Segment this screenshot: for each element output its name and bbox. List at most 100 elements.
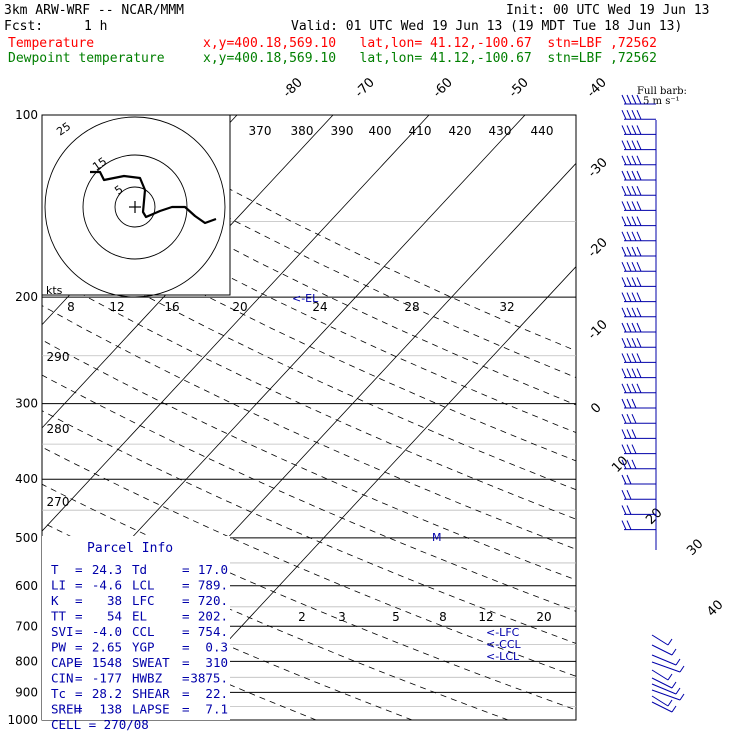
wind-barb-8 xyxy=(621,216,656,227)
wind-barb-flag-10-3 xyxy=(636,246,642,257)
low-wind-barb-2 xyxy=(651,654,677,666)
theta-label-270: 270 xyxy=(47,495,70,509)
isotherm-label--10: -10 xyxy=(585,317,611,343)
wind-barb-flag-15-2 xyxy=(631,322,637,333)
low-wind-barb-flag-9 xyxy=(671,705,677,713)
parcel-param2-value-9: 7.1 xyxy=(205,702,228,717)
dewpoint-location: x,y=400.18,569.10 lat,lon= 41.12,-100.67… xyxy=(203,51,657,66)
wind-barb-flag-1-1 xyxy=(626,109,632,120)
parcel-param2-value-0: 17.0 xyxy=(198,562,228,577)
low-wind-barb-flag-1 xyxy=(671,648,677,656)
low-wind-barb-flag-7 xyxy=(679,693,685,701)
temperature-location: x,y=400.18,569.10 lat,lon= 41.12,-100.67… xyxy=(203,36,657,51)
wind-barb-flag-13-0 xyxy=(621,292,627,302)
wind-barb-flag-12-1 xyxy=(626,277,632,287)
mixing-ratio-label-top-12: 12 xyxy=(109,300,124,314)
wind-barb-flag-21-2 xyxy=(631,413,637,424)
low-wind-barb-5 xyxy=(651,677,673,689)
low-wind-barb-flag-2 xyxy=(675,658,681,666)
low-wind-barb-flag-5 xyxy=(671,681,677,689)
wind-barb-flag-4-3 xyxy=(636,155,642,166)
isotherm-label--70: -70 xyxy=(352,75,378,101)
wind-barb-9 xyxy=(621,231,656,242)
wind-barb-flag-8-0 xyxy=(621,216,627,226)
mixing-ratio-label-bottom-3: 3 xyxy=(338,610,346,624)
wind-barb-flag-9-0 xyxy=(621,231,627,242)
parcel-param2-value-3: 202. xyxy=(198,609,228,624)
wind-barb-25 xyxy=(621,474,656,485)
wind-barb-flag-10-2 xyxy=(631,246,637,257)
isotherm-label--30: -30 xyxy=(585,155,611,181)
wind-barb-flag-4-2 xyxy=(631,155,637,166)
wind-barb-flag-6-2 xyxy=(631,185,637,196)
low-wind-barb-flag-4 xyxy=(667,673,673,681)
parcel-param2-name-0: Td xyxy=(132,562,147,577)
mixing-ratio-label-bottom-5: 5 xyxy=(392,610,400,624)
parcel-param-eq-5: = xyxy=(75,640,83,655)
parcel-param2-name-4: CCL xyxy=(132,624,155,639)
wind-barb-flag-8-3 xyxy=(636,216,642,226)
parcel-info-box xyxy=(42,536,230,720)
wind-barb-flag-12-3 xyxy=(636,277,642,287)
wind-barb-5 xyxy=(621,170,656,181)
wind-barb-flag-18-2 xyxy=(631,368,637,378)
mixing-ratio-label-top-32: 32 xyxy=(499,300,514,314)
wind-barb-18 xyxy=(621,368,656,379)
wind-barb-flag-10-1 xyxy=(626,246,632,257)
wind-barb-flag-11-2 xyxy=(631,261,637,272)
wind-barb-flag-12-2 xyxy=(631,277,637,287)
wind-barb-22 xyxy=(621,429,656,439)
parcel-param-eq-8: = xyxy=(75,686,83,701)
wind-barb-flag-12-0 xyxy=(621,277,627,287)
full-barb-note: Full barb: xyxy=(637,86,687,97)
wind-barb-flag-19-1 xyxy=(626,383,632,394)
wind-barb-flag-23-0 xyxy=(621,444,627,454)
parcel-param2-eq-8: = xyxy=(182,686,190,701)
pressure-label-300: 300 xyxy=(15,397,38,411)
wind-barb-15 xyxy=(621,322,656,333)
hodograph-ring-0 xyxy=(114,186,156,228)
parcel-param-name-0: T xyxy=(51,562,59,577)
low-wind-barb-3 xyxy=(651,661,681,673)
parcel-param2-name-6: SWEAT xyxy=(132,655,170,670)
mixing-ratio-label-top-24: 24 xyxy=(312,300,327,314)
wind-barb-flag-26-0 xyxy=(621,489,627,500)
wind-barb-flag-15-1 xyxy=(626,322,632,333)
wind-barb-flag-7-1 xyxy=(626,201,632,211)
wind-barb-flag-4-0 xyxy=(621,155,627,166)
wind-barb-flag-18-0 xyxy=(621,368,627,378)
dry-adiabat-380 xyxy=(42,410,576,644)
wind-barb-flag-1-2 xyxy=(631,109,637,120)
wind-barb-flag-8-1 xyxy=(626,216,632,226)
isotherm-label-40: 40 xyxy=(704,598,726,620)
wind-barb-flag-23-1 xyxy=(626,444,632,454)
parcel-param-eq-0: = xyxy=(75,562,83,577)
storm-cell-motion: CELL = 270/08 xyxy=(51,717,149,732)
pressure-label-100: 100 xyxy=(15,108,38,122)
wind-barb-flag-14-3 xyxy=(636,307,642,318)
parcel-param-value-9: 138 xyxy=(99,702,122,717)
parcel-param-name-5: PW xyxy=(51,640,67,655)
wind-barb-flag-17-0 xyxy=(621,353,627,363)
wind-barb-10 xyxy=(621,246,656,257)
parcel-param2-eq-2: = xyxy=(182,593,190,608)
mixing-ratio-label-bottom-2: 2 xyxy=(298,610,306,624)
pressure-label-1000: 1000 xyxy=(7,713,38,727)
wind-barb-1 xyxy=(621,109,656,120)
init-time: Init: 00 UTC Wed 19 Jun 13 xyxy=(506,3,710,18)
wind-barb-flag-3-0 xyxy=(621,140,627,150)
mixing-ratio-label-bottom-20: 20 xyxy=(536,610,551,624)
pressure-label-500: 500 xyxy=(15,531,38,545)
parcel-param-eq-3: = xyxy=(75,609,83,624)
wind-barb-flag-7-0 xyxy=(621,201,627,211)
parcel-param-value-5: 2.65 xyxy=(92,640,122,655)
mark-m: M xyxy=(432,531,442,544)
parcel-param-eq-1: = xyxy=(75,578,83,593)
wind-barb-flag-18-1 xyxy=(626,368,632,378)
wind-barb-flag-19-3 xyxy=(636,383,642,394)
parcel-param-name-3: TT xyxy=(51,609,67,624)
parcel-param-eq-6: = xyxy=(75,655,83,670)
parcel-param2-value-4: 754. xyxy=(198,624,228,639)
wind-barb-flag-27-1 xyxy=(626,505,632,515)
wind-barb-flag-15-0 xyxy=(621,322,627,333)
